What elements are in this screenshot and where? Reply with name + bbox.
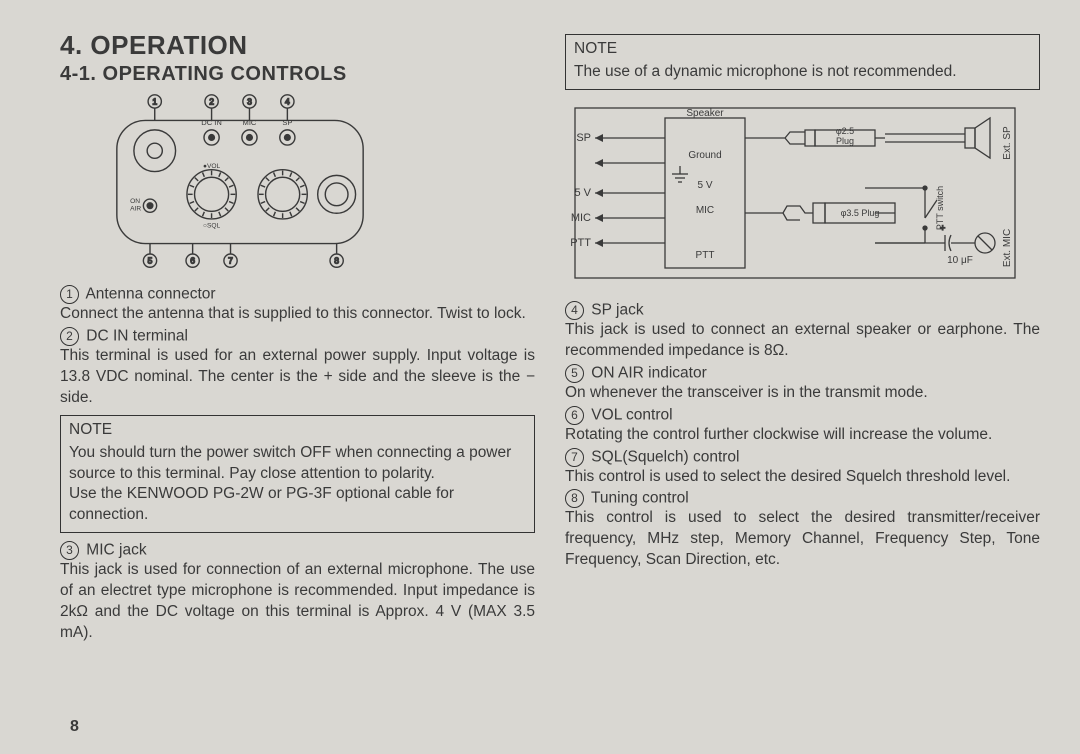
note-box-right: NOTE The use of a dynamic microphone is … [565,34,1040,90]
svg-text:7: 7 [228,255,233,265]
note-body: The use of a dynamic microphone is not r… [574,63,957,80]
circled-number: 7 [565,448,584,467]
subsection-title: 4-1. OPERATING CONTROLS [60,63,535,86]
svg-text:Ground: Ground [688,150,721,161]
svg-text:φ2.5: φ2.5 [836,126,854,136]
page-number: 8 [70,718,79,736]
svg-text:Ext. SP: Ext. SP [1002,126,1013,160]
item-body: This control is used to select the desir… [565,508,1040,571]
circled-number: 1 [60,285,79,304]
svg-text:4: 4 [285,96,290,106]
circled-number: 4 [565,301,584,320]
item-heading: 4 SP jack [565,301,1040,320]
svg-text:PTT switch: PTT switch [935,186,945,230]
device-figure: 1 2 3 4 [60,92,420,272]
svg-text:SP: SP [282,118,292,127]
item-heading: 7 SQL(Squelch) control [565,448,1040,467]
item-body: This terminal is used for an external po… [60,346,535,409]
note-line: Use the KENWOOD PG-2W or PG-3F optional … [69,485,454,523]
svg-text:8: 8 [334,255,339,265]
item-heading: 5 ON AIR indicator [565,364,1040,383]
two-column-layout: 4. OPERATION 4-1. OPERATING CONTROLS 1 2 3… [60,30,1040,644]
left-items-2: 3 MIC jackThis jack is used for connecti… [60,541,535,644]
svg-text:2: 2 [209,96,214,106]
svg-text:●VOL: ●VOL [203,163,221,170]
item-heading: 2 DC IN terminal [60,327,535,346]
circled-number: 3 [60,541,79,560]
svg-text:Speaker: Speaker [686,108,724,119]
item-body: Connect the antenna that is supplied to … [60,304,535,325]
svg-text:ON: ON [130,198,140,205]
note-label: NOTE [574,39,1031,60]
item-body: This control is used to select the desir… [565,467,1040,488]
svg-text:5 V: 5 V [574,187,591,199]
svg-text:DC IN: DC IN [201,118,222,127]
svg-text:MIC: MIC [696,205,714,216]
note-line: You should turn the power switch OFF whe… [69,444,511,482]
svg-text:○SQL: ○SQL [203,222,221,229]
note-box-left: NOTE You should turn the power switch OF… [60,415,535,534]
item-heading: 1 Antenna connector [60,285,535,304]
svg-text:Plug: Plug [836,136,854,146]
item-body: Rotating the control further clockwise w… [565,425,1040,446]
svg-text:MIC: MIC [243,118,257,127]
svg-text:SP: SP [576,132,591,144]
svg-text:MIC: MIC [571,212,591,224]
section-title: 4. OPERATION [60,30,535,61]
right-column: NOTE The use of a dynamic microphone is … [565,30,1040,644]
circled-number: 6 [565,406,584,425]
svg-text:5: 5 [148,255,153,265]
item-body: On whenever the transceiver is in the tr… [565,383,1040,404]
item-heading: 8 Tuning control [565,489,1040,508]
svg-text:AIR: AIR [130,205,141,212]
svg-text:PTT: PTT [696,250,715,261]
item-heading: 3 MIC jack [60,541,535,560]
svg-text:5 V: 5 V [697,180,712,191]
left-items: 1 Antenna connectorConnect the antenna t… [60,285,535,409]
svg-text:10 μF: 10 μF [947,255,973,266]
circled-number: 5 [565,364,584,383]
svg-text:3: 3 [247,96,252,106]
svg-text:φ3.5 Plug: φ3.5 Plug [841,208,880,218]
svg-text:1: 1 [152,96,157,106]
note-label: NOTE [69,420,526,441]
svg-text:6: 6 [190,255,195,265]
item-body: This jack is used to connect an external… [565,320,1040,362]
item-body: This jack is used for connection of an e… [60,560,535,644]
circled-number: 2 [60,327,79,346]
left-column: 4. OPERATION 4-1. OPERATING CONTROLS 1 2 3… [60,30,535,644]
svg-text:PTT: PTT [570,237,591,249]
wiring-schematic: + Speaker SP Ground 5 V 5 V MIC MIC PTT [565,98,1025,288]
svg-text:Ext. MIC: Ext. MIC [1002,229,1013,267]
circled-number: 8 [565,489,584,508]
right-items: 4 SP jackThis jack is used to connect an… [565,301,1040,571]
manual-page: 4. OPERATION 4-1. OPERATING CONTROLS 1 2 3… [0,0,1080,754]
item-heading: 6 VOL control [565,406,1040,425]
